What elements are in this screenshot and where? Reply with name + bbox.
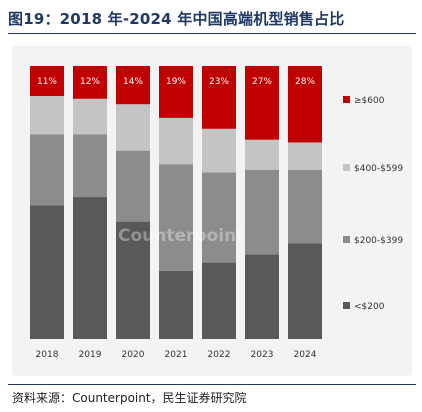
bar-segment-2018-s0 (30, 205, 64, 339)
bar-segment-2022-s1 (202, 172, 236, 263)
data-label-2023: 27% (252, 77, 272, 87)
bar-segment-2024-s1 (288, 169, 322, 244)
bar-segment-2023-s0 (245, 254, 279, 339)
legend-swatch-3 (343, 302, 350, 309)
bar-segment-2022-s3 (202, 66, 236, 129)
x-tick-label-2021: 2021 (165, 350, 188, 360)
bar-segment-2020-s1 (116, 150, 150, 222)
bar-segment-2021-s1 (159, 164, 193, 271)
bar-segment-2022-s2 (202, 128, 236, 173)
bar-segment-2020-s3 (116, 66, 150, 105)
source-divider (8, 384, 416, 385)
data-label-2024: 28% (295, 77, 315, 87)
x-tick-label-2023: 2023 (251, 350, 274, 360)
x-tick-label-2022: 2022 (208, 350, 231, 360)
bar-segment-2023-s1 (245, 169, 279, 255)
legend-label-0: ≥$600 (354, 96, 385, 106)
bar-segment-2018-s3 (30, 66, 64, 97)
figure-title: 图19：2018 年-2024 年中国高端机型销售占比 (8, 10, 345, 28)
source-note: 资料来源：Counterpoint，民生证券研究院 (12, 391, 247, 405)
x-tick-label-2020: 2020 (122, 350, 145, 360)
bar-segment-2018-s2 (30, 96, 64, 135)
data-label-2018: 11% (37, 77, 57, 87)
data-label-2021: 19% (166, 77, 186, 87)
bar-segment-2021-s2 (159, 117, 193, 165)
data-label-2020: 14% (123, 77, 143, 87)
data-label-2022: 23% (209, 77, 229, 87)
title-divider (8, 33, 416, 34)
bar-segment-2019-s1 (73, 134, 107, 198)
legend-swatch-2 (343, 236, 350, 243)
x-tick-label-2018: 2018 (36, 350, 59, 360)
bar-segment-2024-s2 (288, 142, 322, 170)
bar-segment-2020-s0 (116, 221, 150, 339)
bar-segment-2022-s0 (202, 262, 236, 339)
x-tick-label-2019: 2019 (79, 350, 102, 360)
legend-swatch-1 (343, 164, 350, 171)
bar-segment-2018-s1 (30, 134, 64, 206)
bar-segment-2024-s0 (288, 243, 322, 339)
legend-label-1: $400-$599 (354, 164, 403, 174)
bar-segment-2021-s3 (159, 66, 193, 118)
legend-label-2: $200-$399 (354, 236, 403, 246)
bar-segment-2024-s3 (288, 66, 322, 143)
bar-segment-2020-s2 (116, 104, 150, 151)
bar-segment-2021-s0 (159, 270, 193, 339)
legend-label-3: <$200 (354, 302, 385, 312)
x-tick-label-2024: 2024 (294, 350, 317, 360)
bar-segment-2019-s3 (73, 66, 107, 99)
bar-segment-2019-s0 (73, 197, 107, 339)
bar-segment-2023-s2 (245, 139, 279, 170)
bar-segment-2019-s2 (73, 98, 107, 135)
bar-segment-2023-s3 (245, 66, 279, 140)
data-label-2019: 12% (80, 77, 100, 87)
legend-swatch-0 (343, 96, 350, 103)
